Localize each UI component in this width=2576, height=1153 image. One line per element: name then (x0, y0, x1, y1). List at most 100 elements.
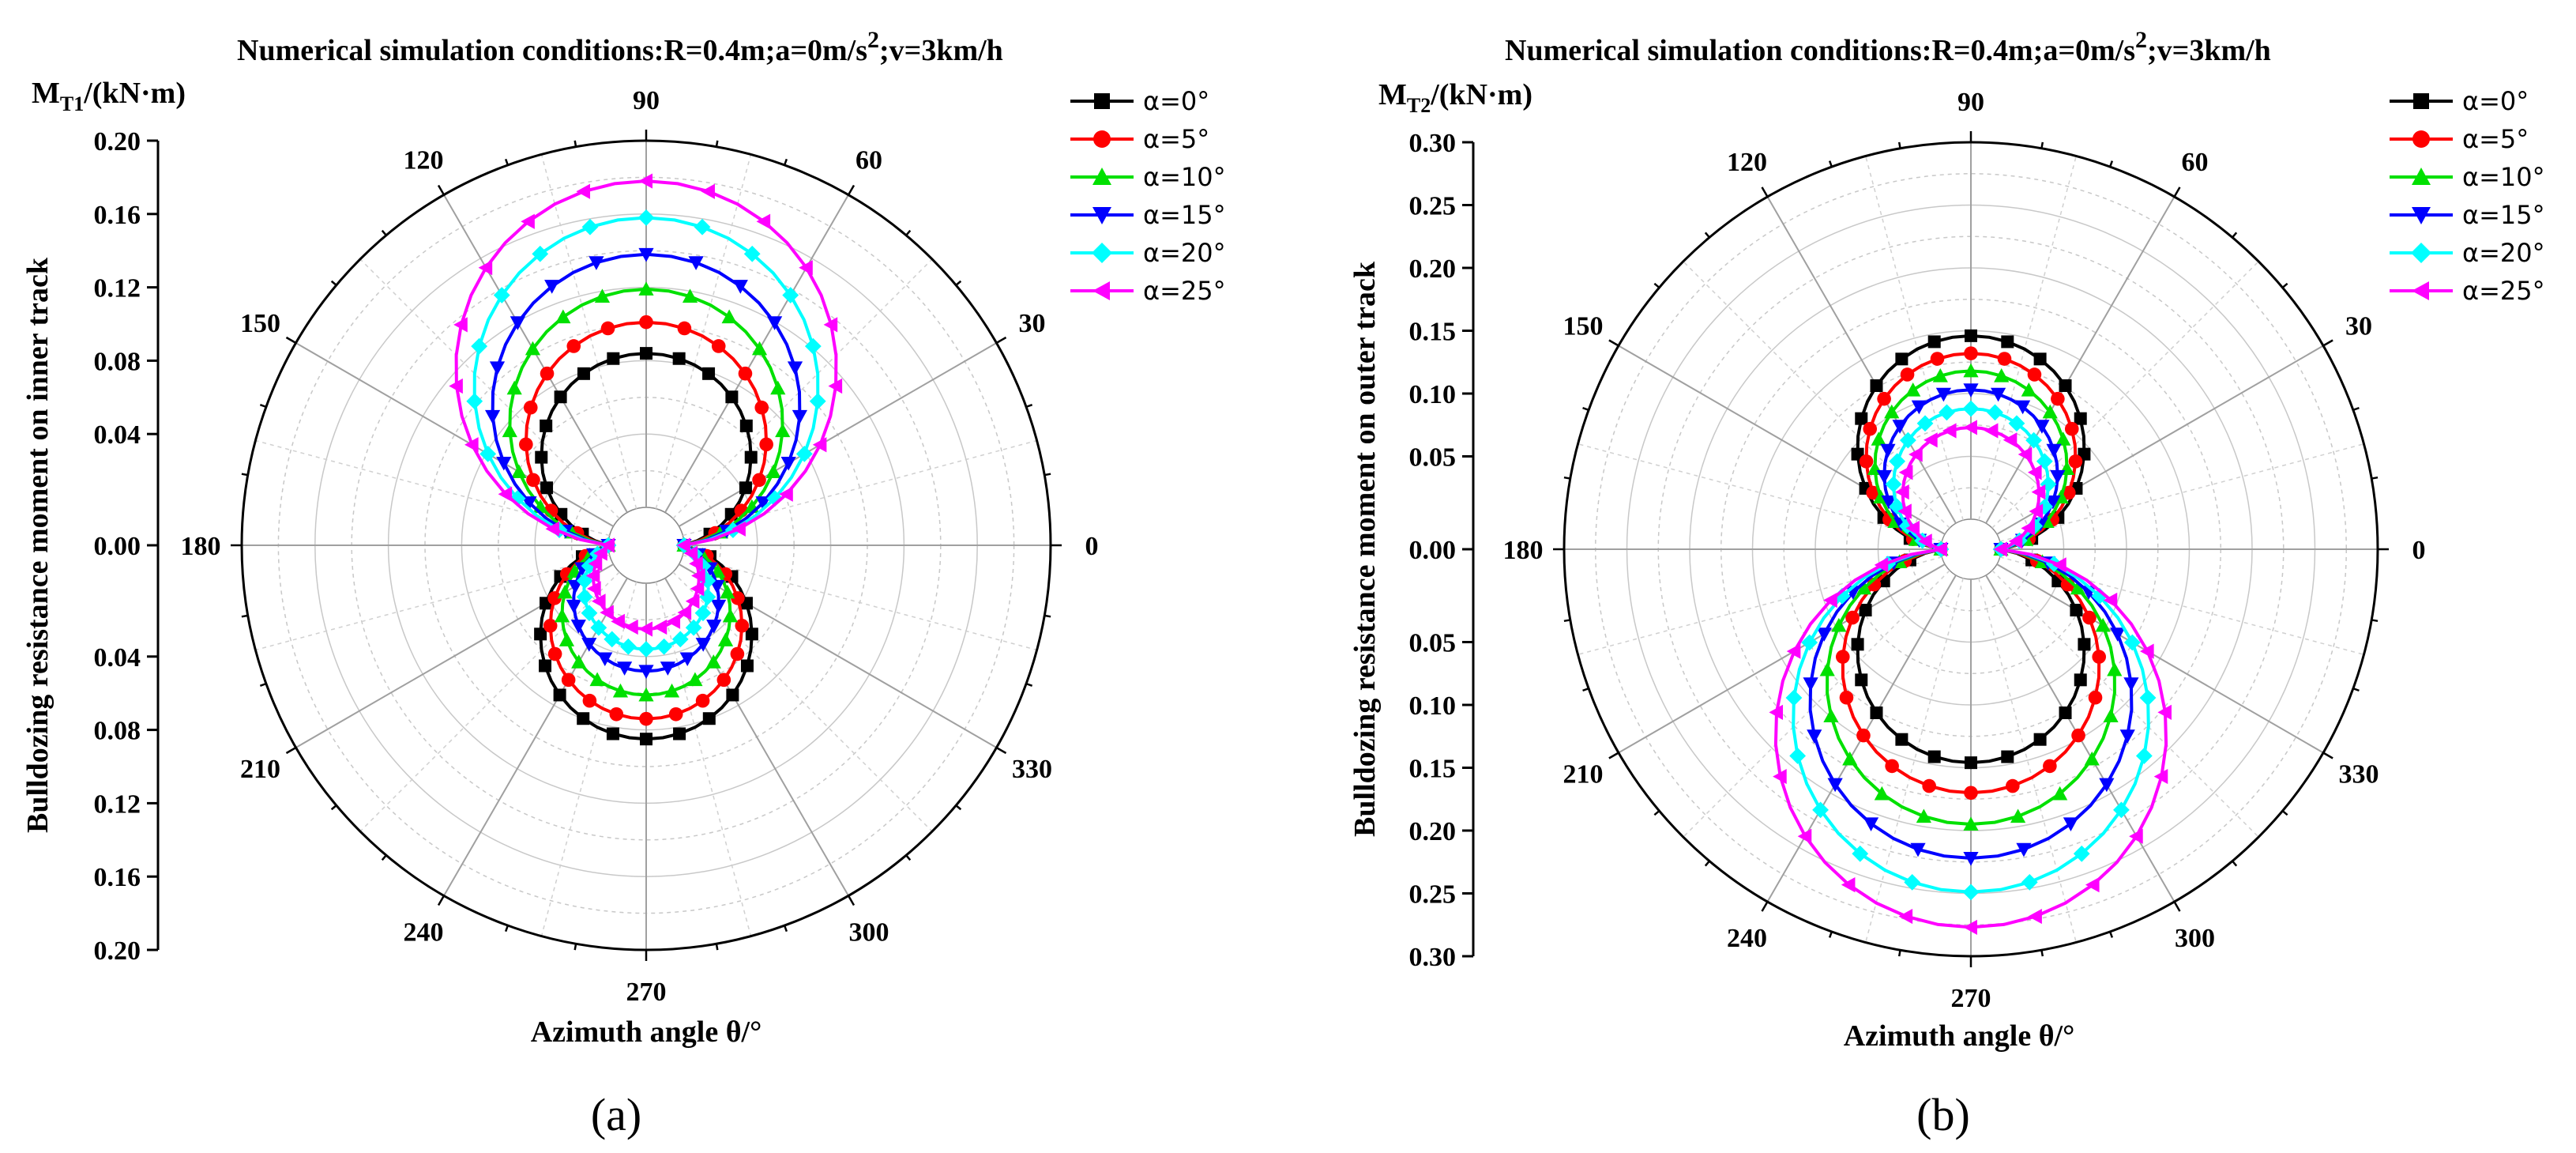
data-point (2021, 382, 2036, 397)
angle-label-270: 270 (1951, 984, 1991, 1013)
radial-tick-label: 0.10 (1409, 380, 1457, 409)
data-point (1942, 423, 1957, 439)
data-point (1963, 420, 1977, 435)
angle-tick (381, 229, 387, 236)
data-point (679, 652, 695, 667)
data-point (2103, 592, 2118, 609)
angle-tick (1897, 141, 1901, 149)
data-point (2129, 828, 2143, 844)
data-point (606, 727, 619, 740)
series-group-a (449, 173, 843, 746)
data-point (1831, 617, 1847, 632)
data-point (1874, 557, 1889, 573)
data-point (694, 605, 712, 622)
data-point (1898, 908, 1913, 925)
data-point (1801, 634, 1818, 651)
data-point (677, 321, 692, 336)
data-point (1964, 346, 1978, 360)
data-point (732, 280, 748, 294)
data-point (2107, 661, 2123, 676)
angle-tick (437, 895, 446, 906)
data-point (1827, 778, 1843, 793)
data-point (554, 608, 570, 623)
angle-tick (783, 925, 788, 933)
chart-title-a: Numerical simulation conditions:R=0.4m;a… (237, 27, 1003, 67)
data-point (640, 733, 652, 746)
grid-spoke (1766, 196, 1957, 524)
angle-tick (1704, 860, 1710, 867)
data-point (702, 712, 716, 725)
data-point (577, 712, 590, 725)
data-point (1922, 778, 1936, 793)
angle-tick (715, 944, 719, 951)
radial-ticks-b: 0.30 0.25 0.20 0.15 0.10 0.05 0.00 0.05 0.10 0.15… (1409, 129, 1473, 972)
data-point (2042, 404, 2058, 419)
data-point (767, 316, 783, 330)
angle-tick (1582, 406, 1589, 412)
data-point (2061, 485, 2076, 500)
data-point (1905, 520, 1920, 537)
data-point (561, 673, 576, 688)
data-point (2092, 650, 2107, 664)
angle-label-180: 180 (1503, 536, 1544, 565)
angle-tick (847, 184, 856, 196)
data-point (543, 618, 558, 633)
data-point (735, 618, 750, 633)
angle-tick (1761, 901, 1769, 912)
data-point (1963, 919, 1977, 936)
data-point (694, 218, 711, 235)
legend-label: α=25° (1143, 276, 1226, 306)
angle-label-180: 180 (181, 532, 221, 561)
data-point (523, 400, 538, 415)
data-point (2103, 708, 2119, 723)
data-point (502, 423, 517, 438)
radial-tick-label: 0.15 (1409, 318, 1457, 347)
data-point (666, 613, 681, 629)
data-point (1773, 768, 1787, 785)
radial-tick-label: 0.00 (1409, 536, 1457, 565)
panel-a: Numerical simulation conditions:R=0.4m;a… (21, 27, 1226, 1140)
data-point (609, 706, 624, 722)
data-point (673, 727, 686, 740)
data-point (581, 638, 597, 652)
data-point (1916, 415, 1934, 432)
data-point (716, 673, 731, 688)
angle-label-330: 330 (2339, 760, 2379, 789)
data-point (1786, 643, 1801, 659)
grid-spoke (655, 154, 752, 509)
radial-tick-label: 0.04 (94, 420, 141, 450)
data-point (1769, 704, 1784, 721)
angle-tick (259, 403, 267, 409)
data-point (1991, 387, 2006, 402)
data-point (600, 605, 614, 620)
panel-b: Numerical simulation conditions:R=0.4m;a… (1348, 27, 2545, 1140)
data-point (2059, 706, 2072, 720)
data-point (751, 341, 768, 356)
legend-marker (2413, 93, 2429, 109)
data-point (2068, 454, 2083, 469)
angle-tick (2352, 687, 2360, 692)
angle-label-0: 0 (2412, 536, 2426, 565)
data-point (1965, 756, 1977, 770)
series-group-b (1769, 329, 2172, 936)
data-point (1927, 335, 1941, 349)
data-point (597, 652, 613, 667)
data-point (1797, 828, 1812, 844)
data-point (682, 288, 698, 303)
data-point (1963, 363, 1979, 378)
data-point (2123, 677, 2139, 691)
data-point (1963, 816, 1979, 831)
data-point (1863, 421, 1878, 436)
grid-spoke (359, 258, 620, 519)
data-point (479, 445, 497, 462)
angle-label-0: 0 (1085, 532, 1099, 561)
data-point (521, 496, 537, 511)
data-point (1881, 495, 1897, 510)
data-point (489, 361, 506, 375)
data-point (1812, 801, 1829, 819)
data-point (532, 245, 549, 262)
data-point (2113, 801, 2130, 819)
unit-label-a: MT1/(kN·m) (32, 77, 186, 115)
angle-tick (1608, 339, 1619, 347)
